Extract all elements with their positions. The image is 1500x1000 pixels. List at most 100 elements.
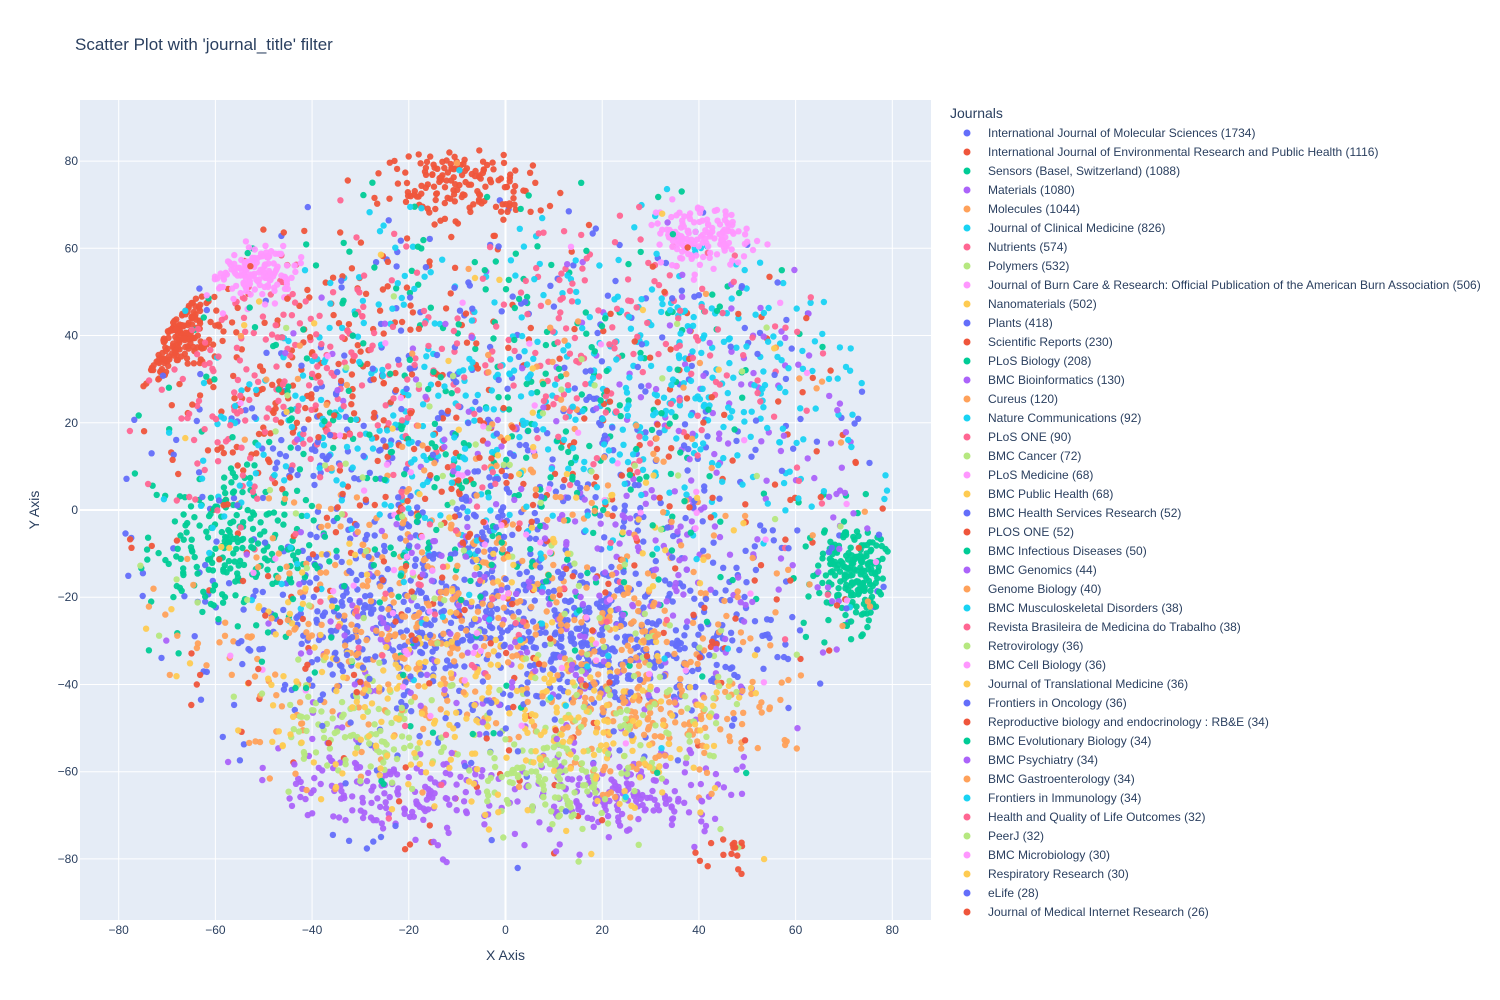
data-point — [382, 493, 389, 501]
data-point — [526, 169, 534, 176]
data-point — [677, 330, 684, 337]
data-point — [671, 808, 678, 815]
data-point — [339, 667, 347, 675]
data-point — [234, 462, 241, 469]
data-point — [516, 433, 523, 441]
data-point — [462, 392, 469, 399]
data-point — [652, 557, 659, 565]
data-point — [327, 627, 335, 635]
data-point — [478, 773, 485, 780]
data-point — [600, 643, 608, 651]
data-point — [468, 365, 475, 372]
data-point — [594, 545, 601, 552]
data-point — [286, 610, 294, 617]
data-point — [283, 563, 290, 570]
data-point — [738, 720, 746, 728]
data-point — [242, 417, 249, 424]
data-point — [367, 592, 374, 599]
data-point — [722, 635, 729, 643]
data-point — [346, 431, 354, 438]
data-point — [221, 474, 228, 481]
data-point — [825, 616, 832, 624]
data-point — [420, 816, 427, 823]
data-point — [614, 786, 621, 794]
data-point — [156, 355, 163, 362]
data-point — [482, 362, 489, 369]
data-point — [264, 572, 272, 580]
data-point — [561, 476, 568, 484]
data-point — [191, 633, 198, 640]
data-point — [401, 805, 408, 812]
data-point — [416, 760, 423, 768]
data-point — [394, 180, 402, 187]
data-point — [579, 782, 587, 789]
data-point — [310, 517, 317, 524]
data-point — [470, 201, 477, 208]
data-point — [298, 713, 305, 720]
data-point — [700, 253, 707, 261]
data-point — [314, 608, 321, 615]
data-point — [599, 637, 607, 644]
data-point — [310, 472, 317, 480]
data-point — [669, 376, 677, 383]
data-point — [636, 457, 643, 464]
data-point — [181, 350, 188, 357]
data-point — [367, 763, 374, 770]
data-point — [663, 729, 670, 736]
data-point — [716, 381, 723, 388]
data-point — [312, 749, 320, 756]
data-point — [532, 179, 539, 186]
data-point — [716, 533, 724, 541]
data-point — [626, 662, 633, 669]
data-point — [543, 608, 550, 615]
data-point — [525, 783, 532, 790]
data-point — [837, 578, 844, 585]
data-point — [502, 736, 509, 743]
data-point — [821, 527, 828, 534]
data-point — [637, 248, 644, 256]
data-point — [525, 578, 532, 585]
data-point — [544, 516, 551, 524]
data-point — [733, 766, 740, 773]
data-point — [678, 708, 685, 715]
data-point — [339, 481, 346, 488]
data-point — [238, 346, 245, 353]
data-point — [460, 367, 467, 374]
data-point — [209, 365, 216, 372]
data-point — [180, 335, 187, 342]
data-point — [653, 250, 660, 257]
data-point — [492, 501, 500, 508]
data-point — [622, 698, 629, 705]
data-point — [254, 378, 262, 385]
data-point — [797, 672, 805, 679]
data-point — [280, 311, 287, 318]
data-point — [251, 462, 258, 469]
data-point — [434, 842, 442, 849]
data-point — [685, 732, 693, 739]
data-point — [596, 603, 604, 610]
data-point — [783, 316, 790, 324]
data-point — [611, 339, 619, 346]
data-point — [599, 415, 606, 423]
data-point — [525, 628, 532, 636]
data-point — [375, 170, 382, 177]
data-point — [400, 692, 407, 699]
data-point — [335, 360, 342, 368]
data-point — [806, 581, 813, 588]
data-point — [450, 191, 458, 198]
data-point — [650, 777, 657, 784]
data-point — [582, 527, 589, 534]
data-point — [690, 313, 697, 321]
data-point — [385, 420, 392, 427]
data-point — [794, 725, 801, 732]
data-point — [361, 686, 369, 693]
data-point — [239, 544, 246, 552]
data-point — [564, 724, 571, 731]
data-point — [238, 256, 245, 264]
data-point — [220, 484, 228, 491]
data-point — [300, 440, 307, 447]
data-point — [327, 505, 335, 513]
data-point — [398, 733, 406, 740]
data-point — [591, 507, 598, 515]
data-point — [810, 572, 817, 580]
